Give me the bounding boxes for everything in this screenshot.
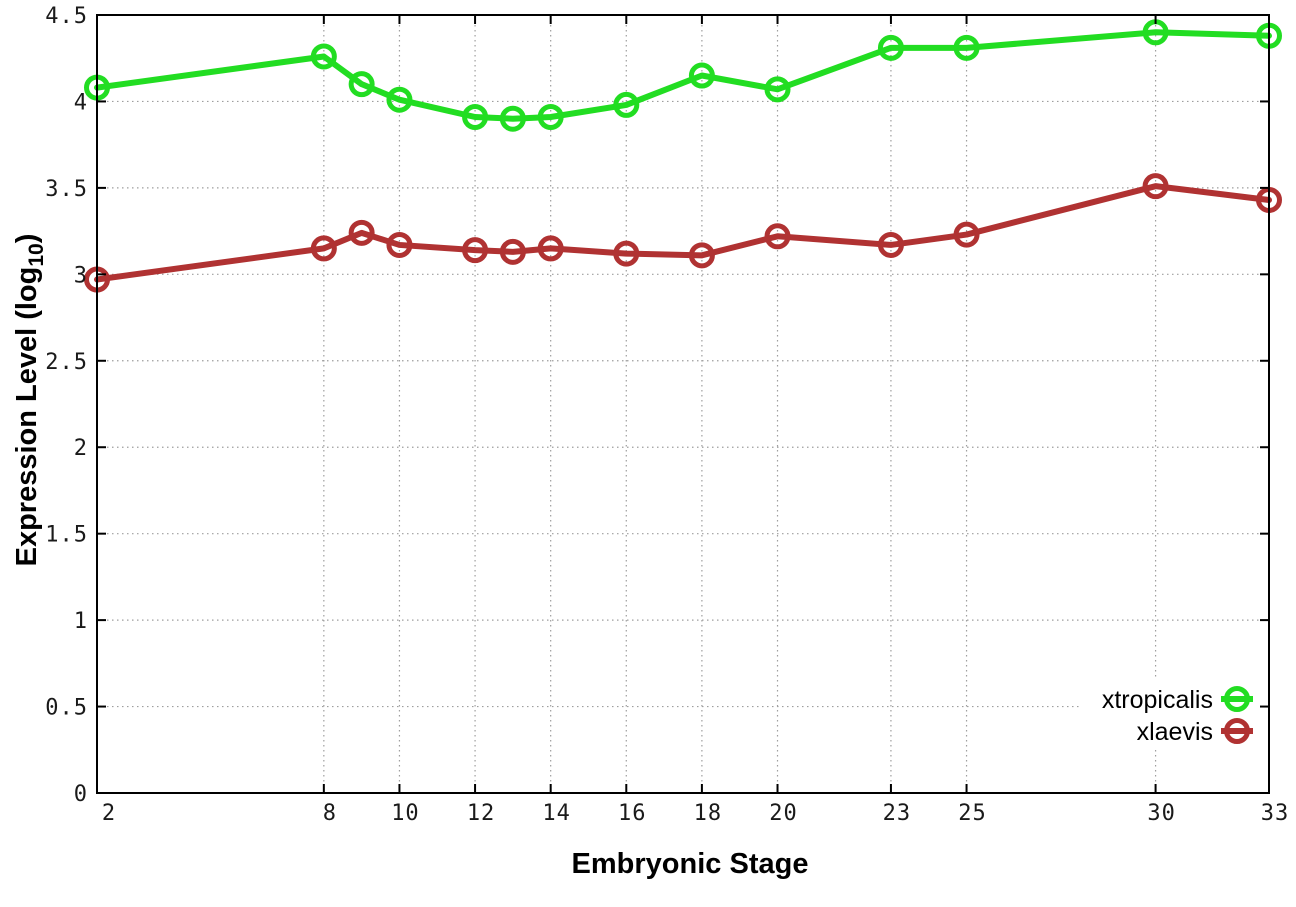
y-axis-tick-labels: 0 0.5 1 1.5 2 2.5 3 3.5 4 4.5 — [45, 4, 88, 807]
y-tick-label: 2 — [74, 436, 88, 461]
data-point-xlaevis-stage-30 — [1142, 173, 1169, 200]
x-tick-label: 25 — [958, 801, 987, 826]
y-tick-label: 1 — [74, 609, 88, 634]
data-point-xlaevis-stage-10 — [386, 231, 413, 258]
data-point-xtropicalis-stage-13 — [499, 105, 526, 132]
y-tick-label: 4.5 — [45, 4, 88, 29]
data-point-xtropicalis-stage-8 — [310, 43, 337, 70]
legend-label-xtropicalis: xtropicalis — [1102, 686, 1213, 714]
legend-marker-icon — [1224, 718, 1250, 744]
data-point-xlaevis-stage-23 — [877, 231, 904, 258]
data-point-xtropicalis-stage-23 — [877, 34, 904, 61]
data-point-xtropicalis-stage-12 — [462, 104, 489, 131]
data-point-xtropicalis-stage-20 — [764, 76, 791, 103]
plot-border — [96, 14, 1270, 794]
legend-background — [1082, 680, 1268, 750]
data-point-xlaevis-stage-13 — [499, 238, 526, 265]
data-point-xlaevis-stage-25 — [953, 221, 980, 248]
data-point-xlaevis-stage-8 — [310, 235, 337, 262]
x-tick-label: 23 — [883, 801, 912, 826]
y-tick-label: 4 — [74, 90, 88, 115]
x-tick-label: 33 — [1261, 801, 1290, 826]
data-point-xtropicalis-stage-14 — [537, 104, 564, 131]
x-tick-label: 2 — [102, 801, 116, 826]
series-xtropicalis — [84, 19, 1282, 132]
y-tick-label: 3.5 — [45, 177, 88, 202]
y-axis-title: Expression Level (log10) — [11, 234, 48, 567]
y-tick-label: 0 — [74, 782, 88, 807]
legend-label-xlaevis: xlaevis — [1137, 718, 1213, 746]
data-point-xlaevis-stage-18 — [688, 242, 715, 269]
axis-ticks — [96, 14, 1270, 794]
legend-entry-xlaevis: xlaevis — [1137, 718, 1253, 746]
legend-marker-icon — [1224, 686, 1250, 712]
legend: xtropicalis xlaevis — [1102, 686, 1253, 746]
x-axis-title: Embryonic Stage — [572, 848, 809, 880]
series-xlaevis — [84, 173, 1282, 293]
x-axis-tick-labels: 2 8 10 12 14 16 18 20 23 25 30 33 — [102, 801, 1290, 826]
y-tick-label: 1.5 — [45, 523, 88, 548]
data-point-xtropicalis-stage-10 — [386, 86, 413, 113]
data-point-xtropicalis-stage-16 — [613, 91, 640, 118]
data-point-xtropicalis-stage-9 — [348, 71, 375, 98]
y-tick-label: 0.5 — [45, 696, 88, 721]
y-tick-label: 2.5 — [45, 350, 88, 375]
data-point-xlaevis-stage-20 — [764, 223, 791, 250]
x-tick-label: 30 — [1147, 801, 1176, 826]
x-tick-label: 20 — [769, 801, 798, 826]
data-point-xtropicalis-stage-25 — [953, 34, 980, 61]
x-tick-label: 14 — [542, 801, 571, 826]
x-tick-label: 16 — [618, 801, 647, 826]
y-tick-label: 3 — [74, 263, 88, 288]
data-point-xtropicalis-stage-18 — [688, 62, 715, 89]
data-point-xlaevis-stage-14 — [537, 235, 564, 262]
data-point-xlaevis-stage-12 — [462, 237, 489, 264]
x-tick-label: 12 — [467, 801, 496, 826]
x-tick-label: 8 — [323, 801, 337, 826]
data-point-xlaevis-stage-16 — [613, 240, 640, 267]
x-tick-label: 18 — [694, 801, 723, 826]
legend-entry-xtropicalis: xtropicalis — [1102, 686, 1253, 714]
x-tick-label: 10 — [391, 801, 420, 826]
data-point-xlaevis-stage-9 — [348, 219, 375, 246]
